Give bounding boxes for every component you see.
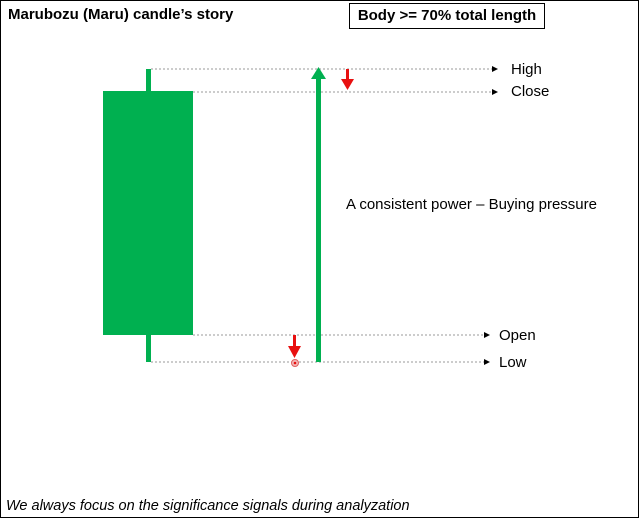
candle-lower-wick (146, 335, 151, 362)
low-point-marker-center (293, 361, 297, 365)
low-guide-arrowhead (484, 359, 490, 365)
open-guide-arrowhead (484, 332, 490, 338)
label-open: Open (499, 327, 536, 344)
rule-box: Body >= 70% total length (349, 3, 545, 29)
open-low-arrow-shaft (293, 335, 296, 348)
high-close-arrow-head (341, 79, 354, 90)
label-close: Close (511, 83, 550, 100)
footer-note: We always focus on the significance sign… (6, 498, 410, 514)
up-arrow-shaft (316, 78, 321, 362)
label-high: High (511, 61, 542, 78)
up-arrow-head (311, 67, 326, 79)
candle-upper-wick (146, 69, 151, 92)
open-low-arrow-head (288, 346, 301, 358)
diagram-title: Marubozu (Maru) candle’s story (8, 6, 234, 23)
high-guide-arrowhead (492, 66, 498, 72)
high-close-arrow-shaft (346, 69, 349, 81)
label-low: Low (499, 354, 527, 371)
candle-body (103, 91, 193, 335)
buying-pressure-annotation: A consistent power – Buying pressure (346, 196, 597, 213)
close-guide-arrowhead (492, 89, 498, 95)
